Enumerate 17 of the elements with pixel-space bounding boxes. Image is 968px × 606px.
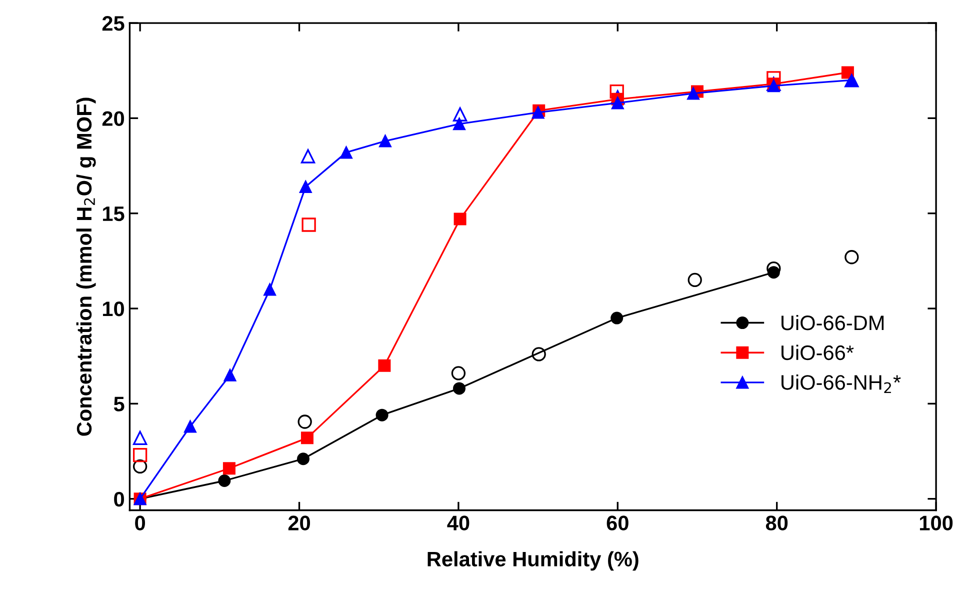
x-tick-label: 60	[606, 516, 628, 530]
y-axis-title: Concentration (mmol H$_{2}$O/ g MOF)	[76, 98, 96, 436]
y-tick-label: 15	[102, 206, 124, 222]
y-tick-label: 20	[102, 111, 124, 126]
x-axis-title: Relative Humidity (%)	[428, 551, 638, 571]
y-tick-label: 10	[102, 302, 124, 316]
x-tick-label: 40	[447, 516, 470, 530]
y-tick-label: 0	[114, 492, 124, 507]
legend-label: UiO-66-NH$_{2}$*	[782, 374, 901, 394]
legend-label: UiO-66*	[782, 344, 854, 360]
y-tick-label: 25	[102, 16, 124, 31]
x-tick-label: 80	[766, 516, 788, 530]
legend-label: UiO-66-DM	[782, 314, 884, 330]
x-tick-label: 20	[288, 516, 310, 530]
x-tick-label: 100	[920, 516, 953, 530]
y-tick-label: 5	[114, 396, 124, 412]
x-tick-label: 0	[135, 516, 145, 530]
